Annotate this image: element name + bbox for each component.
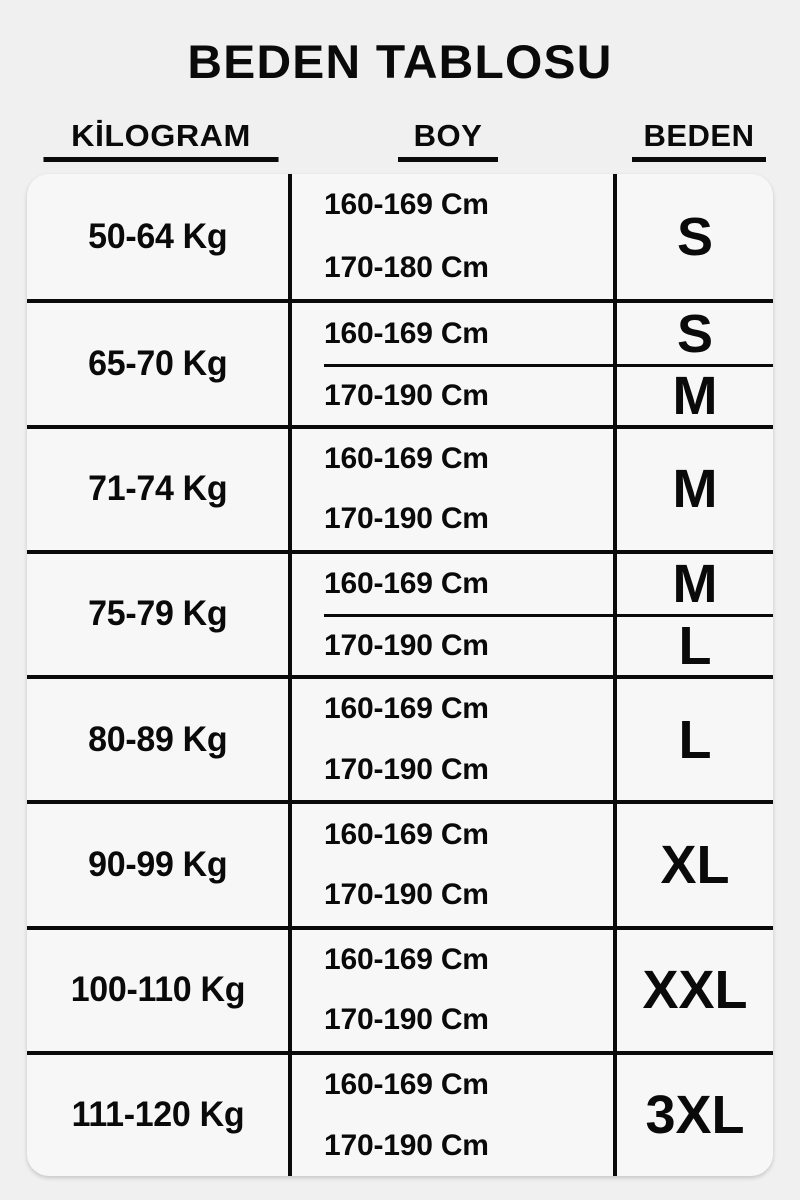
height-cell: 160-169 Cm 170-190 Cm	[288, 1054, 613, 1176]
height-value: 170-190 Cm	[324, 1003, 489, 1037]
height-value: 170-180 Cm	[324, 250, 489, 284]
height-cell: 160-169 Cm 170-190 Cm	[288, 553, 613, 675]
size-sub-cell: M	[617, 363, 773, 426]
size-table-rows: 50-64 Kg 160-169 Cm 170-180 Cm S 65-70 Kg 160…	[27, 174, 773, 1176]
table-row: 50-64 Kg 160-169 Cm 170-180 Cm S	[27, 174, 773, 300]
size-value: S	[676, 206, 714, 267]
height-value: 160-169 Cm	[324, 316, 489, 350]
table-row: 75-79 Kg 160-169 Cm 170-190 Cm M L	[27, 549, 773, 675]
height-cell: 160-169 Cm 170-190 Cm	[288, 303, 613, 425]
table-row: 90-99 Kg 160-169 Cm 170-190 Cm XL	[27, 800, 773, 926]
table-row: 71-74 Kg 160-169 Cm 170-190 Cm M	[27, 424, 773, 550]
height-value: 170-190 Cm	[324, 878, 489, 912]
height-value: 160-169 Cm	[324, 692, 489, 726]
weight-value: 65-70 Kg	[87, 343, 228, 383]
height-value: 170-190 Cm	[324, 502, 489, 536]
weight-cell: 100-110 Kg	[27, 930, 288, 1051]
column-header-beden: BEDEN	[632, 118, 766, 162]
table-row: 100-110 Kg 160-169 Cm 170-190 Cm XXL	[27, 925, 773, 1051]
size-cell: M	[613, 428, 773, 550]
weight-value: 90-99 Kg	[87, 844, 228, 884]
weight-value: 111-120 Kg	[71, 1095, 244, 1135]
size-value: M	[672, 554, 718, 615]
height-value: 160-169 Cm	[324, 1068, 489, 1102]
size-sub-cell: L	[617, 614, 773, 675]
size-value: M	[672, 365, 718, 426]
height-value: 170-190 Cm	[324, 1128, 489, 1162]
size-table-card: 50-64 Kg 160-169 Cm 170-180 Cm S 65-70 Kg 160…	[27, 174, 773, 1176]
size-cell: XXL	[613, 929, 773, 1051]
size-value: XXL	[642, 960, 748, 1021]
weight-cell: 111-120 Kg	[27, 1055, 288, 1176]
height-cell: 160-169 Cm 170-190 Cm	[288, 929, 613, 1051]
size-cell: S	[613, 174, 773, 300]
size-value: L	[678, 616, 712, 677]
size-sub-cell: S	[617, 303, 773, 364]
height-value: 170-190 Cm	[324, 363, 613, 425]
column-header-boy: BOY	[398, 118, 498, 162]
column-headers: KİLOGRAM BOY BEDEN	[0, 118, 800, 168]
height-value: 160-169 Cm	[324, 441, 489, 475]
height-cell: 160-169 Cm 170-180 Cm	[288, 174, 613, 300]
weight-cell: 75-79 Kg	[27, 554, 288, 675]
weight-value: 80-89 Kg	[87, 719, 228, 759]
weight-cell: 65-70 Kg	[27, 303, 288, 424]
height-cell: 160-169 Cm 170-190 Cm	[288, 428, 613, 550]
weight-cell: 90-99 Kg	[27, 804, 288, 925]
size-cell: XL	[613, 804, 773, 926]
weight-value: 50-64 Kg	[87, 216, 228, 256]
size-cell: L	[613, 679, 773, 801]
weight-value: 71-74 Kg	[87, 469, 228, 509]
size-value: L	[678, 709, 712, 770]
weight-value: 75-79 Kg	[87, 594, 228, 634]
size-value: XL	[660, 834, 730, 895]
weight-cell: 80-89 Kg	[27, 679, 288, 800]
size-sub-cell: M	[617, 554, 773, 615]
table-row: 65-70 Kg 160-169 Cm 170-190 Cm S M	[27, 299, 773, 426]
height-value: 170-190 Cm	[324, 752, 489, 786]
height-value: 160-169 Cm	[324, 567, 489, 601]
weight-cell: 50-64 Kg	[27, 174, 288, 299]
height-cell: 160-169 Cm 170-190 Cm	[288, 679, 613, 801]
height-value: 160-169 Cm	[324, 942, 489, 976]
height-value: 160-169 Cm	[324, 817, 489, 851]
page-title: BEDEN TABLOSU	[187, 35, 613, 88]
table-row: 80-89 Kg 160-169 Cm 170-190 Cm L	[27, 675, 773, 801]
table-row: 111-120 Kg 160-169 Cm 170-190 Cm 3XL	[27, 1050, 773, 1176]
size-value: 3XL	[645, 1085, 745, 1146]
column-header-kilogram: KİLOGRAM	[43, 118, 279, 162]
height-value: 170-190 Cm	[324, 614, 613, 675]
height-cell: 160-169 Cm 170-190 Cm	[288, 804, 613, 926]
weight-value: 100-110 Kg	[70, 970, 245, 1010]
weight-cell: 71-74 Kg	[27, 429, 288, 550]
size-value: M	[672, 459, 718, 520]
height-value: 160-169 Cm	[324, 188, 489, 222]
size-cell: 3XL	[613, 1054, 773, 1176]
size-value: S	[676, 303, 714, 364]
